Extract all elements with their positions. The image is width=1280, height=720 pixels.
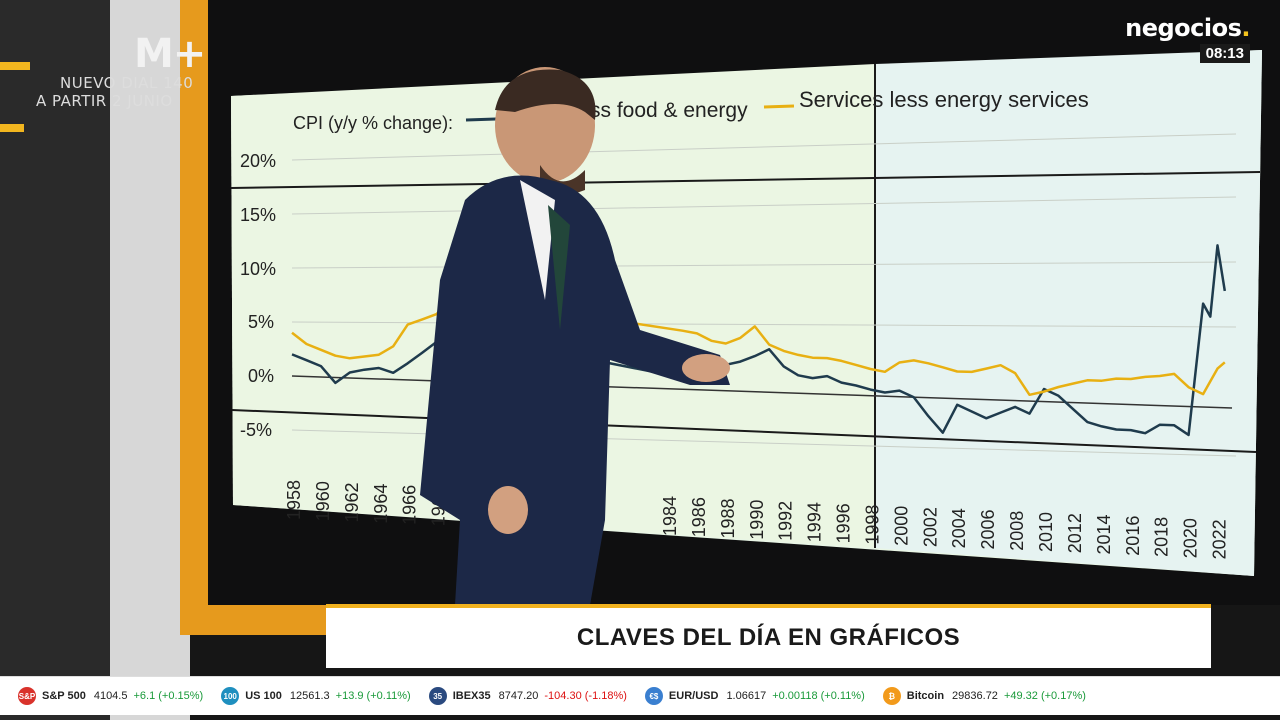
x-tick-label: 2004 (949, 508, 969, 548)
ticker-asset-icon: €$ (644, 687, 663, 705)
network-logo-text: negocios (1125, 14, 1242, 42)
ticker-asset-icon: 100 (221, 687, 240, 705)
studio-light-strip (0, 62, 30, 70)
video-wall-frame-bottom (180, 605, 340, 635)
ticker-asset-name: IBEX35 (452, 690, 491, 702)
y-tick-label: 10% (240, 259, 276, 279)
x-tick-label: 2016 (1123, 516, 1143, 556)
ticker-change: +0.00118 (+0.11%) (772, 690, 865, 702)
legend-prefix: CPI (y/y % change): (293, 113, 453, 133)
ticker-item: S&P S&P 500 4104.5 +6.1 (+0.15%) (18, 687, 203, 705)
network-branding: negocios. 08:13 (1070, 14, 1250, 63)
x-tick-labels: 1958196019621964196619681984198619881990… (284, 480, 1230, 559)
studio-pillar (110, 0, 190, 720)
x-tick-label: 1960 (313, 481, 333, 521)
ticker-change: +49.32 (+0.17%) (1003, 690, 1086, 702)
presenter (420, 67, 730, 605)
x-tick-label: 2010 (1036, 512, 1056, 552)
ticker-item: 35 IBEX35 8747.20 -104.30 (-1.18%) (428, 687, 627, 705)
legend-series2-label: Services less energy services (799, 87, 1089, 112)
series-services-line (291, 296, 1226, 397)
ticker-price: 12561.3 (289, 690, 330, 702)
y-tick-label: -5% (240, 420, 272, 440)
network-logo: negocios. (1070, 14, 1250, 42)
network-logo-dot: . (1241, 14, 1250, 42)
y-tick-label: 15% (240, 205, 276, 225)
ticker-price: 1.06617 (726, 690, 767, 702)
channel-branding: M+ NUEVO DIAL 140 A PARTIR 2 JUNIO (36, 34, 216, 110)
presenter-tie (548, 205, 570, 330)
studio-light-strip-2 (0, 124, 24, 132)
x-tick-label: 1994 (805, 502, 825, 542)
x-tick-label: 2022 (1210, 519, 1230, 559)
ticker-change: +13.9 (+0.11%) (335, 690, 411, 702)
presenter-shirt (520, 180, 555, 300)
ticker-asset-name: S&P 500 (42, 690, 86, 702)
ticker-price: 4104.5 (93, 690, 128, 702)
clock: 08:13 (1199, 44, 1250, 63)
ticker-asset-name: Bitcoin (906, 690, 945, 702)
y-tick-label: 5% (248, 312, 274, 332)
legend-series1-label: ss food & energy (590, 99, 748, 122)
x-tick-label: 1988 (718, 498, 738, 538)
x-tick-label: 2006 (978, 509, 998, 549)
ticker-price: 29836.72 (952, 690, 998, 702)
ticker-change: +6.1 (+0.15%) (133, 690, 204, 702)
ticker-asset-name: US 100 (245, 690, 282, 702)
promo-line-2: A PARTIR 2 JUNIO (36, 92, 173, 110)
presenter-hand (682, 354, 730, 382)
chart-screen-right (875, 50, 1262, 576)
ticker-item: €$ EUR/USD 1.06617 +0.00118 (+0.11%) (644, 687, 865, 705)
y-tick-label: 0% (248, 366, 274, 386)
market-ticker: S&P S&P 500 4104.5 +6.1 (+0.15%) 100 US 100 12… (0, 676, 1280, 715)
ticker-asset-name: EUR/USD (668, 690, 719, 702)
series-core-cpi-line (291, 244, 1227, 437)
x-tick-label: 2002 (920, 507, 940, 547)
x-tick-label: 1998 (863, 505, 883, 545)
legend-swatch-services (763, 104, 795, 109)
screen-seam-h2 (231, 409, 1257, 453)
ticker-asset-icon: ₿ (882, 687, 901, 705)
ticker-asset-icon: 35 (428, 687, 447, 705)
presenter-hair (495, 69, 596, 120)
x-tick-label: 1958 (284, 480, 304, 520)
video-wall-frame (180, 0, 210, 635)
x-tick-label: 1962 (342, 482, 362, 522)
y-tick-label: 20% (240, 151, 276, 171)
ticker-item: ₿ Bitcoin 29836.72 +49.32 (+0.17%) (882, 687, 1086, 705)
series-layer (291, 244, 1227, 437)
banner-title: CLAVES DEL DÍA EN GRÁFICOS (576, 624, 961, 651)
x-tick-label: 2014 (1094, 514, 1114, 554)
x-tick-label: 2018 (1152, 517, 1172, 557)
ticker-asset-icon: S&P (18, 687, 36, 705)
ticker-price: 8747.20 (498, 690, 539, 702)
legend-swatch-core (465, 117, 497, 122)
x-tick-label: 1964 (371, 484, 391, 524)
ticker-item: 100 US 100 12561.3 +13.9 (+0.11%) (221, 687, 411, 705)
x-tick-label: 1996 (834, 503, 854, 543)
x-tick-label: 1986 (689, 497, 709, 537)
lower-third-banner: CLAVES DEL DÍA EN GRÁFICOS (326, 604, 1211, 668)
x-tick-label: 1984 (660, 496, 680, 536)
x-tick-label: 2008 (1007, 511, 1027, 551)
studio-wall-left (0, 0, 110, 720)
x-tick-label: 2020 (1181, 518, 1201, 558)
x-tick-label: 1990 (747, 500, 767, 540)
x-tick-label: 1966 (400, 485, 420, 525)
presenter-hand-left (488, 486, 528, 534)
x-tick-label: 2000 (891, 506, 911, 546)
ticker-change: -104.30 (-1.18%) (544, 690, 627, 702)
x-tick-label: 2012 (1065, 513, 1085, 553)
channel-logo: M+ (134, 31, 206, 77)
screen-seam-h1 (230, 171, 1261, 189)
x-tick-label: 1992 (776, 501, 796, 541)
promo-line-1: NUEVO DIAL 140 (60, 74, 194, 92)
